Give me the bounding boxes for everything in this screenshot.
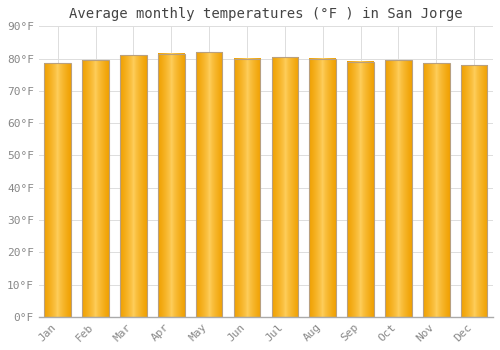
Bar (158, 54, 184, 317)
Bar (272, 57, 298, 317)
Bar (423, 63, 450, 317)
Bar (44, 63, 71, 317)
Bar (461, 65, 487, 317)
Bar (234, 58, 260, 317)
Title: Average monthly temperatures (°F ) in San Jorge: Average monthly temperatures (°F ) in Sa… (69, 7, 462, 21)
Bar (196, 52, 222, 317)
Bar (310, 58, 336, 317)
Bar (385, 60, 411, 317)
Bar (348, 62, 374, 317)
Bar (120, 55, 146, 317)
Bar (82, 60, 109, 317)
